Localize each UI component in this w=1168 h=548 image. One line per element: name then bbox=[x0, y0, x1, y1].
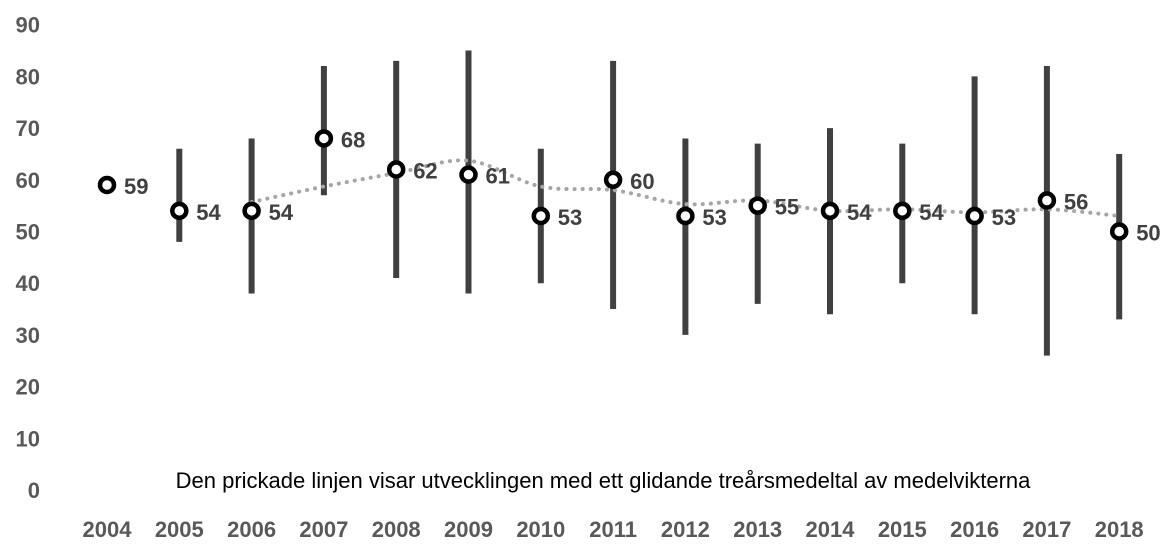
data-point bbox=[242, 201, 261, 221]
data-point bbox=[314, 129, 334, 148]
x-tick-label: 2017 bbox=[1022, 517, 1071, 542]
y-tick-label: 0 bbox=[28, 478, 40, 503]
data-point bbox=[893, 201, 912, 221]
data-label: 53 bbox=[558, 205, 582, 230]
data-point bbox=[386, 160, 406, 179]
data-label: 50 bbox=[1136, 221, 1160, 246]
x-tick-label: 2005 bbox=[155, 517, 204, 542]
x-tick-label: 2012 bbox=[661, 517, 710, 542]
data-label: 68 bbox=[341, 127, 365, 152]
x-tick-label: 2010 bbox=[516, 517, 565, 542]
point-markers bbox=[97, 129, 1129, 241]
data-label: 54 bbox=[196, 200, 221, 225]
x-tick-label: 2016 bbox=[950, 517, 999, 542]
range-bars bbox=[176, 50, 1123, 356]
y-tick-label: 70 bbox=[16, 116, 40, 141]
data-point bbox=[1109, 222, 1129, 241]
x-tick-label: 2008 bbox=[372, 517, 421, 542]
x-tick-label: 2015 bbox=[878, 517, 927, 542]
y-tick-label: 30 bbox=[16, 323, 40, 348]
data-label: 60 bbox=[630, 169, 654, 194]
data-label: 54 bbox=[847, 200, 872, 225]
data-label: 61 bbox=[486, 164, 510, 189]
data-point bbox=[97, 175, 117, 195]
y-tick-label: 20 bbox=[16, 375, 40, 400]
data-point bbox=[676, 206, 695, 226]
data-label: 54 bbox=[919, 200, 944, 225]
data-point bbox=[1037, 191, 1057, 210]
x-tick-label: 2014 bbox=[806, 517, 856, 542]
x-tick-label: 2007 bbox=[299, 517, 348, 542]
x-tick-label: 2011 bbox=[589, 517, 637, 542]
data-label: 59 bbox=[124, 174, 148, 199]
y-tick-label: 50 bbox=[16, 220, 40, 245]
data-label: 53 bbox=[702, 205, 726, 230]
data-point bbox=[170, 201, 189, 221]
data-point bbox=[965, 206, 984, 226]
y-tick-label: 90 bbox=[16, 13, 40, 38]
y-axis-ticks: 0 10 20 30 40 50 60 70 80 90 bbox=[16, 13, 40, 503]
x-tick-label: 2006 bbox=[227, 517, 276, 542]
y-tick-label: 60 bbox=[16, 168, 40, 193]
data-labels: 59 54 54 68 62 61 53 60 53 55 54 54 53 56 50 bbox=[124, 127, 1161, 245]
data-point bbox=[531, 206, 551, 226]
y-tick-label: 80 bbox=[16, 64, 40, 89]
x-tick-label: 2009 bbox=[444, 517, 493, 542]
data-point bbox=[748, 196, 767, 215]
data-point bbox=[459, 165, 478, 184]
data-label: 55 bbox=[775, 195, 799, 220]
x-axis-ticks: 2004 2005 2006 2007 2008 2009 2010 2011 2012 2013… bbox=[83, 517, 1144, 542]
x-tick-label: 2004 bbox=[83, 517, 133, 542]
data-point bbox=[603, 170, 623, 190]
data-point bbox=[820, 201, 840, 221]
data-label: 56 bbox=[1064, 189, 1088, 214]
y-tick-label: 10 bbox=[16, 426, 40, 451]
data-label: 54 bbox=[269, 200, 294, 225]
chart-annotation: Den prickade linjen visar utvecklingen m… bbox=[176, 468, 1032, 493]
y-tick-label: 40 bbox=[16, 271, 40, 296]
x-tick-label: 2013 bbox=[733, 517, 782, 542]
data-label: 53 bbox=[992, 205, 1016, 230]
x-tick-label: 2018 bbox=[1095, 517, 1144, 542]
data-label: 62 bbox=[413, 158, 437, 183]
